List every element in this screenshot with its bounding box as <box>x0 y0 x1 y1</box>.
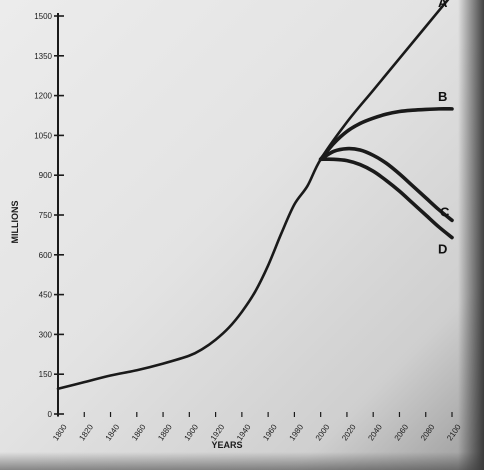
x-tick-label: 2000 <box>314 422 332 442</box>
x-tick-label: 2040 <box>366 422 384 442</box>
series-label-b: B <box>438 89 447 104</box>
series-label-a: A <box>438 0 448 10</box>
y-tick-label: 900 <box>39 171 53 180</box>
series-line-b <box>318 107 454 162</box>
series-lines <box>56 0 454 391</box>
x-tick-label: 2020 <box>340 422 358 442</box>
x-tick-label: 1900 <box>182 422 200 442</box>
right-edge-shadow <box>458 0 484 470</box>
x-ticks: 1800 1820 1840 1860 1880 1900 1920 1940 1960 1980… <box>51 412 463 442</box>
y-tick-label: 1050 <box>34 131 52 140</box>
x-tick-label: 1820 <box>77 422 95 442</box>
series-line-c <box>318 146 454 223</box>
series-line-a <box>56 0 450 391</box>
y-ticks: 0 150 300 450 600 750 900 1050 1200 1350 1500 <box>34 12 64 419</box>
y-tick-label: 1350 <box>34 52 52 61</box>
y-axis-title: MILLIONS <box>10 201 20 244</box>
x-tick-label: 1960 <box>261 422 279 442</box>
y-tick-label: 0 <box>48 410 53 419</box>
x-tick-label: 1860 <box>130 422 148 442</box>
series-labels: A B C D <box>438 0 450 257</box>
y-tick-label: 750 <box>39 211 53 220</box>
x-axis-title: YEARS <box>211 440 242 450</box>
series-line-d <box>318 157 454 240</box>
y-tick-label: 600 <box>39 251 53 260</box>
y-tick-label: 150 <box>39 370 53 379</box>
x-tick-label: 1880 <box>156 422 174 442</box>
series-label-c: C <box>440 204 450 219</box>
y-tick-label: 1200 <box>34 92 52 101</box>
x-tick-label: 2060 <box>393 422 411 442</box>
x-tick-label: 1840 <box>104 422 122 442</box>
y-tick-label: 450 <box>39 291 53 300</box>
x-tick-label: 1800 <box>51 422 69 442</box>
bottom-edge-shadow <box>0 452 484 470</box>
x-tick-label: 2080 <box>419 422 437 442</box>
x-tick-label: 1980 <box>288 422 306 442</box>
x-tick-label: 2100 <box>445 422 463 442</box>
series-label-d: D <box>438 242 447 257</box>
y-tick-label: 300 <box>39 330 53 339</box>
y-tick-label: 1500 <box>34 12 52 21</box>
